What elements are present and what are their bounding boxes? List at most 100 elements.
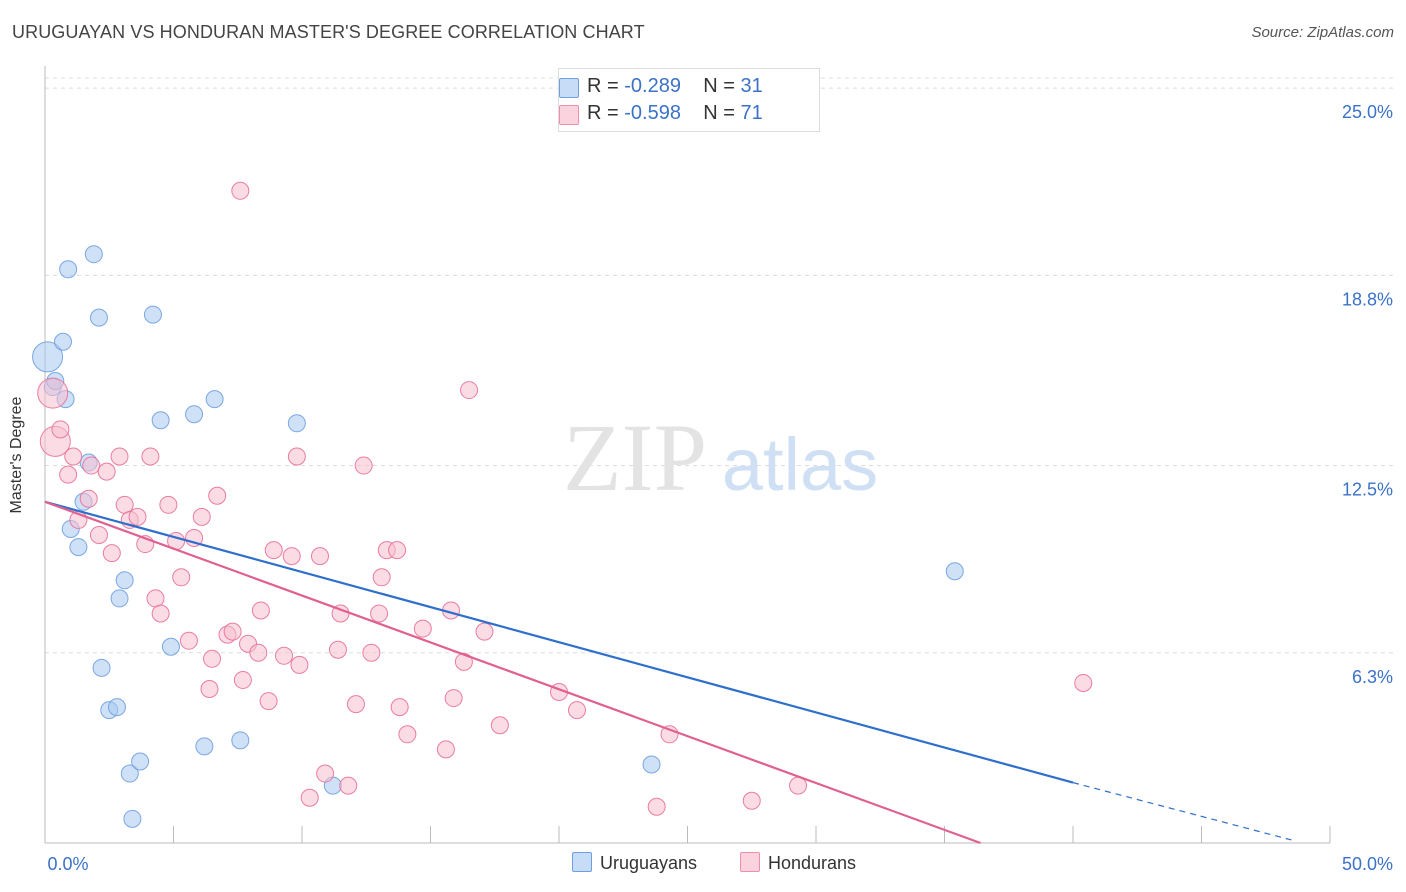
point-uruguayan	[185, 405, 204, 424]
point-honduran	[316, 764, 335, 783]
source-label: Source: ZipAtlas.com	[1251, 24, 1394, 41]
point-honduran	[97, 462, 116, 481]
point-honduran	[179, 631, 198, 650]
point-honduran	[275, 646, 294, 665]
point-honduran	[172, 568, 191, 587]
point-uruguayan	[143, 305, 162, 324]
legend-swatch-hondurans	[559, 105, 579, 125]
point-honduran	[89, 526, 108, 545]
point-honduran	[102, 544, 121, 563]
y-tick-label: 12.5%	[1342, 480, 1393, 500]
legend-label-uruguayans: Uruguayans	[600, 853, 698, 873]
point-honduran	[200, 680, 219, 699]
point-uruguayan	[151, 411, 170, 430]
point-uruguayan	[120, 764, 139, 783]
point-uruguayan	[110, 589, 129, 608]
axes	[44, 66, 1331, 844]
point-honduran	[328, 640, 347, 659]
legend-swatch-uruguayans	[572, 852, 592, 872]
point-honduran	[290, 655, 309, 674]
point-honduran	[115, 495, 134, 514]
point-uruguayan	[89, 308, 108, 327]
point-uruguayan	[107, 698, 126, 717]
point-honduran	[362, 643, 381, 662]
watermark-atlas: atlas	[722, 423, 878, 506]
point-honduran	[567, 701, 586, 720]
x-tick-label-min: 0.0%	[47, 854, 88, 874]
watermark-zip: ZIP	[563, 404, 707, 511]
legend-item-uruguayans[interactable]: Uruguayans	[572, 852, 697, 874]
point-uruguayan	[231, 731, 250, 750]
point-honduran	[300, 788, 319, 807]
point-honduran	[146, 589, 165, 608]
watermark: ZIP atlas	[563, 404, 878, 511]
legend-item-hondurans[interactable]: Hondurans	[740, 852, 856, 874]
point-uruguayan	[69, 538, 88, 557]
trend-line-uruguayans-extrapolated	[1072, 782, 1292, 841]
point-honduran	[203, 649, 222, 668]
point-honduran	[159, 495, 178, 514]
legend-row-uruguayans: R = -0.289 N = 31	[559, 75, 763, 98]
y-tick-label: 25.0%	[1342, 102, 1393, 122]
tick-labels: 6.3% 12.5% 18.8% 25.0% 0.0% 50.0%	[47, 102, 1393, 874]
legend-n-value: 71	[740, 102, 763, 124]
legend-r-label: R =	[587, 75, 625, 97]
legend-r-value: -0.598	[624, 102, 681, 124]
point-uruguayan	[59, 260, 78, 279]
point-honduran	[742, 791, 761, 810]
grid-lines	[45, 77, 1395, 654]
point-honduran	[141, 447, 160, 466]
point-uruguayan	[92, 658, 111, 677]
point-honduran	[339, 776, 358, 795]
point-honduran	[231, 181, 250, 200]
point-uruguayan	[53, 332, 72, 351]
trend-line-hondurans	[44, 500, 981, 845]
point-honduran	[51, 420, 70, 439]
point-uruguayan	[195, 737, 214, 756]
point-uruguayan	[32, 341, 64, 373]
point-uruguayan	[84, 245, 103, 264]
point-honduran	[79, 489, 98, 508]
point-honduran	[444, 689, 463, 708]
point-honduran	[223, 622, 242, 641]
trend-line-uruguayans	[44, 500, 1074, 784]
point-honduran	[110, 447, 129, 466]
point-uruguayan	[642, 755, 661, 774]
legend-n-label: N =	[703, 75, 741, 97]
point-honduran	[370, 604, 389, 623]
legend-swatch-uruguayans	[559, 78, 579, 98]
point-honduran	[454, 652, 473, 671]
point-honduran	[233, 670, 252, 689]
point-honduran	[436, 740, 455, 759]
legend-r-value: -0.289	[624, 75, 681, 97]
point-honduran	[82, 456, 101, 475]
point-honduran	[151, 604, 170, 623]
point-uruguayan	[115, 571, 134, 590]
point-honduran	[37, 377, 69, 409]
point-honduran	[208, 486, 227, 505]
point-honduran	[282, 547, 301, 566]
point-honduran	[398, 725, 417, 744]
point-uruguayan	[161, 637, 180, 656]
point-honduran	[310, 547, 329, 566]
x-tick-label-max: 50.0%	[1342, 854, 1393, 874]
point-honduran	[64, 447, 83, 466]
point-honduran	[264, 541, 283, 560]
y-tick-label: 18.8%	[1342, 289, 1393, 309]
point-honduran	[460, 381, 479, 400]
point-honduran	[475, 622, 494, 641]
legend-n-label: N =	[703, 102, 741, 124]
legend-n-value: 31	[740, 75, 763, 97]
point-honduran	[490, 716, 509, 735]
legend-swatch-hondurans	[740, 852, 760, 872]
point-honduran	[128, 507, 147, 526]
point-honduran	[354, 456, 373, 475]
point-honduran	[413, 619, 432, 638]
point-honduran	[59, 465, 78, 484]
point-honduran	[249, 643, 268, 662]
legend-label-hondurans: Hondurans	[768, 853, 857, 873]
point-honduran	[372, 568, 391, 587]
stats-legend: R = -0.289 N = 31 R = -0.598 N = 71	[558, 68, 820, 132]
y-tick-label: 6.3%	[1352, 667, 1393, 687]
legend-row-hondurans: R = -0.598 N = 71	[559, 102, 763, 125]
